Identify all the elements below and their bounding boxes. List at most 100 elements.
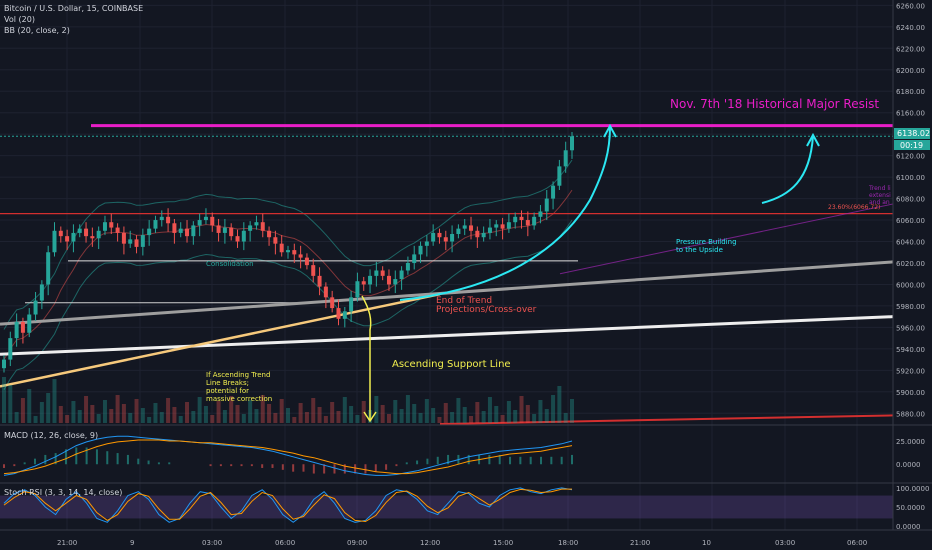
macd-histogram-bar	[416, 460, 419, 465]
volume-bar	[140, 408, 145, 423]
candle-body	[380, 270, 385, 276]
volume-bar	[33, 416, 38, 423]
y-tick-label: 6100.00	[896, 174, 925, 182]
macd-histogram-bar	[426, 458, 429, 465]
x-tick-label: 10	[702, 539, 711, 547]
volume-bar	[216, 401, 221, 423]
macd-histogram-bar	[364, 464, 367, 474]
candle-body	[304, 257, 309, 266]
macd-histogram-bar	[571, 454, 573, 465]
candle-body	[513, 216, 518, 223]
volume-bar	[330, 402, 335, 423]
macd-histogram-bar	[395, 464, 398, 467]
candle-body	[27, 314, 32, 333]
volume-bar	[487, 397, 492, 423]
purple-trend-line	[559, 203, 894, 275]
macd-histogram-bar	[271, 464, 274, 468]
candle-body	[374, 270, 379, 276]
symbol-title[interactable]: Bitcoin / U.S. Dollar, 15, COINBASE	[4, 4, 144, 13]
volume-bar	[519, 396, 524, 423]
stoch-y-tick: 0.0000	[896, 523, 921, 531]
macd-histogram-bar	[23, 462, 26, 465]
candle-body	[298, 254, 303, 258]
candle-body	[147, 228, 152, 236]
y-tick-label: 5920.00	[896, 367, 925, 375]
volume-bar	[229, 396, 234, 423]
macd-histogram-bar	[467, 454, 470, 465]
pressure-label-2: to the Upside	[676, 246, 723, 254]
macd-signal-line	[3, 439, 573, 475]
volume-bar	[222, 410, 227, 423]
candle-body	[544, 198, 549, 212]
candle-body	[267, 230, 272, 238]
volume-bar	[248, 400, 253, 423]
candle-body	[216, 225, 221, 233]
x-tick-label: 15:00	[493, 539, 513, 547]
projections-label: Projections/Cross-over	[436, 305, 537, 315]
volume-bar	[241, 414, 246, 423]
volume-bar	[235, 405, 240, 423]
stoch-rsi-pane: 100.0000 50.0000 0.0000	[0, 485, 929, 531]
volume-bar	[90, 405, 95, 423]
bb-lower	[3, 219, 573, 390]
candle-body	[399, 270, 404, 280]
volume-bar	[386, 414, 391, 423]
volume-bar	[39, 402, 44, 423]
macd-histogram-bar	[33, 458, 36, 465]
candle-body	[519, 216, 524, 221]
volume-bar	[20, 398, 25, 423]
macd-histogram-bar	[209, 464, 212, 467]
candle-body	[506, 222, 511, 229]
volume-bar	[393, 400, 398, 423]
macd-histogram-bar	[550, 456, 553, 465]
red-bottom-line	[439, 414, 894, 425]
macd-histogram-bar	[436, 456, 439, 465]
candle-body	[96, 230, 101, 239]
candle-body	[115, 227, 120, 233]
macd-histogram-bar	[106, 451, 109, 465]
stoch-y-tick: 50.0000	[896, 504, 925, 512]
volume-bar	[185, 402, 190, 423]
stoch-title: Stoch RSI (3, 3, 14, 14, close)	[4, 488, 122, 497]
macd-histogram-bar	[447, 454, 450, 465]
volume-bar	[349, 406, 354, 423]
candle-body	[336, 308, 341, 319]
macd-title: MACD (12, 26, close, 9)	[4, 431, 98, 440]
volume-bar	[102, 400, 107, 423]
macd-histogram-bar	[157, 462, 160, 465]
bb-indicator-title[interactable]: BB (20, close, 2)	[4, 26, 70, 35]
candle-body	[286, 250, 290, 253]
macd-histogram-bar	[519, 456, 522, 465]
macd-histogram-bar	[343, 464, 346, 474]
trend-note-1: Trend li	[868, 185, 891, 192]
volume-bar	[279, 399, 284, 423]
volume-bar	[191, 411, 196, 423]
volume-bar	[84, 396, 89, 423]
volume-bar	[260, 395, 265, 423]
macd-histogram-bar	[85, 447, 88, 465]
volume-bar	[166, 398, 171, 423]
macd-histogram-bar	[168, 462, 171, 465]
macd-histogram-bar	[75, 447, 78, 465]
volume-indicator-title[interactable]: Vol (20)	[4, 15, 35, 24]
macd-histogram-bar	[240, 464, 243, 467]
cyan-arrowhead	[603, 123, 617, 138]
candle-body	[487, 227, 492, 233]
macd-histogram-bar	[281, 464, 284, 470]
candlestick-series	[2, 132, 574, 373]
candle-body	[405, 262, 410, 271]
volume-bar	[506, 401, 511, 423]
volume-bar	[317, 407, 322, 423]
volume-bar	[361, 401, 366, 423]
candle-body	[191, 225, 196, 237]
macd-histogram-bar	[116, 453, 119, 465]
candle-body	[279, 243, 284, 253]
y-tick-label: 5980.00	[896, 303, 925, 311]
macd-histogram-bar	[302, 464, 305, 472]
candle-body	[260, 222, 265, 231]
volume-bar	[46, 393, 51, 423]
y-tick-label: 6240.00	[896, 24, 925, 32]
candle-body	[437, 232, 442, 238]
macd-y-tick: 25.0000	[896, 438, 925, 446]
